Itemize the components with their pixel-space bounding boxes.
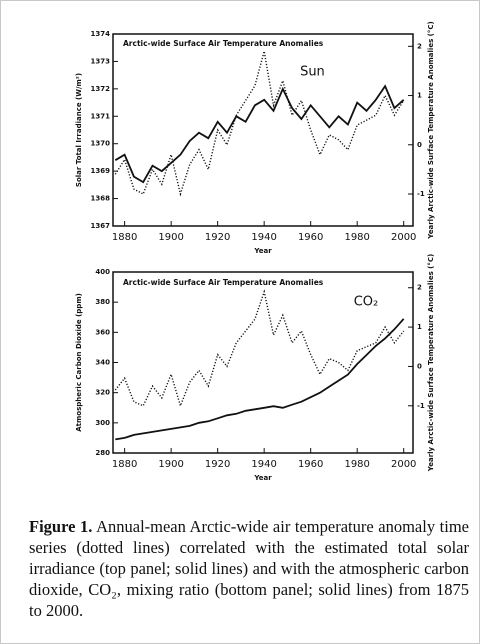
y-tick-label: 1370 [91, 140, 111, 148]
caption-label: Figure 1. [29, 517, 93, 536]
x-tick-label: 1880 [112, 232, 137, 243]
x-axis-title: Year [253, 474, 272, 482]
series-label: CO₂ [354, 295, 379, 310]
caption: Figure 1. Annual-mean Arctic-wide air te… [29, 516, 469, 621]
y-tick-label: 380 [95, 298, 110, 306]
x-tick-label: 1900 [158, 232, 183, 243]
x-tick-label: 2000 [391, 232, 416, 243]
annotation: Arctic-wide Surface Air Temperature Anom… [123, 39, 324, 48]
y2-tick-label: -1 [417, 190, 425, 198]
forcing-line [114, 84, 405, 184]
y-axis-title: Atmospheric Carbon Dioxide (ppm) [75, 293, 83, 432]
y-tick-label: 400 [95, 268, 110, 276]
x-tick-label: 1980 [344, 459, 369, 470]
y-tick-label: 340 [95, 359, 110, 367]
y-tick-label: 320 [95, 389, 110, 397]
series-label: Arctic-wide Surface Air Temperature Anom… [123, 278, 324, 287]
x-tick-label: 1940 [251, 232, 276, 243]
temperature-line [114, 51, 405, 197]
x-tick-label: 1940 [251, 459, 276, 470]
y2-tick-label: 1 [417, 323, 422, 331]
x-tick-label: 1920 [205, 459, 230, 470]
caption-text: Annual-mean Arctic-wide air temperature … [29, 517, 469, 620]
y2-tick-label: 0 [417, 141, 422, 149]
y-tick-label: 1368 [91, 195, 111, 203]
series-label: Sun [300, 65, 325, 80]
y2-tick-label: -1 [417, 402, 425, 410]
y-tick-label: 1371 [91, 112, 111, 120]
y-tick-label: 1373 [91, 57, 111, 65]
y-tick-label: 1372 [91, 85, 111, 93]
y2-tick-label: 0 [417, 362, 422, 370]
x-tick-label: 1960 [298, 459, 323, 470]
x-tick-label: 2000 [391, 459, 416, 470]
y-tick-label: 280 [95, 449, 110, 457]
x-tick-label: 1960 [298, 232, 323, 243]
x-axis-title: Year [253, 247, 272, 255]
y2-tick-label: 1 [417, 92, 422, 100]
y2-axis-title: Yearly Arctic-wide Surface Temperature A… [427, 254, 435, 472]
y2-axis-title: Yearly Arctic-wide Surface Temperature A… [427, 21, 435, 239]
x-tick-label: 1980 [344, 232, 369, 243]
y-tick-label: 360 [95, 328, 110, 336]
y-axis-title: Solar Total Irradiance (W/m²) [75, 73, 83, 187]
forcing-line [115, 318, 405, 441]
y-tick-label: 1374 [91, 30, 111, 38]
x-tick-label: 1920 [205, 232, 230, 243]
x-tick-label: 1900 [158, 459, 183, 470]
y2-tick-label: 2 [417, 284, 422, 292]
y-tick-label: 300 [95, 419, 110, 427]
x-tick-label: 1880 [112, 459, 137, 470]
temperature-line [114, 289, 405, 408]
y2-tick-label: 2 [417, 42, 422, 50]
figure: 1880 1900 1920 1940 1960 1980 2000 1367 1368 1369… [75, 21, 435, 482]
y-tick-label: 1369 [91, 167, 111, 175]
plot-frame [112, 33, 414, 227]
y-tick-label: 1367 [91, 222, 111, 230]
